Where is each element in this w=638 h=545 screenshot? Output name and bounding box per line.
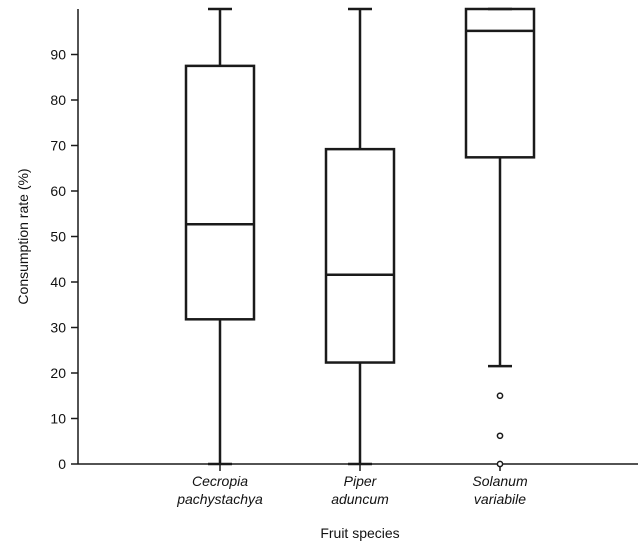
x-tick-label: Cecropia pachystachya (176, 473, 263, 507)
y-axis: 0 10 20 30 40 50 60 70 80 90 (50, 9, 79, 472)
box-group (324, 7, 396, 466)
box-iqr (464, 7, 536, 159)
x-axis: Cecropia pachystachya Piper aduncum Solanum v… (78, 463, 638, 507)
x-tick-label-line: Piper (344, 473, 378, 489)
box-group (464, 7, 536, 468)
y-tick-label: 50 (50, 229, 66, 245)
y-tick-label: 10 (50, 411, 66, 427)
outlier-point (496, 460, 504, 468)
box-iqr (324, 147, 396, 364)
outlier-point (496, 392, 504, 400)
x-tick-label-line: aduncum (331, 491, 389, 507)
x-tick-label-line: Cecropia (192, 473, 248, 489)
x-tick-label-line: variabile (474, 491, 526, 507)
y-tick-label: 40 (50, 274, 66, 290)
boxes (184, 7, 536, 468)
box-iqr (184, 64, 256, 321)
x-tick-label-line: Solanum (472, 473, 528, 489)
y-tick-label: 60 (50, 183, 66, 199)
box-group (184, 7, 256, 466)
y-tick-label: 20 (50, 365, 66, 381)
y-tick-label: 30 (50, 320, 66, 336)
outlier-point (496, 432, 504, 440)
x-axis-title: Fruit species (320, 525, 399, 541)
x-tick-label: Solanum variabile (472, 473, 528, 507)
y-tick-label: 70 (50, 138, 66, 154)
y-tick-label: 80 (50, 92, 66, 108)
x-tick-label: Piper aduncum (331, 473, 389, 507)
y-tick-label: 90 (50, 47, 66, 63)
y-tick-label: 0 (58, 456, 66, 472)
x-tick-label-line: pachystachya (176, 491, 263, 507)
y-axis-title: Consumption rate (%) (15, 168, 31, 304)
